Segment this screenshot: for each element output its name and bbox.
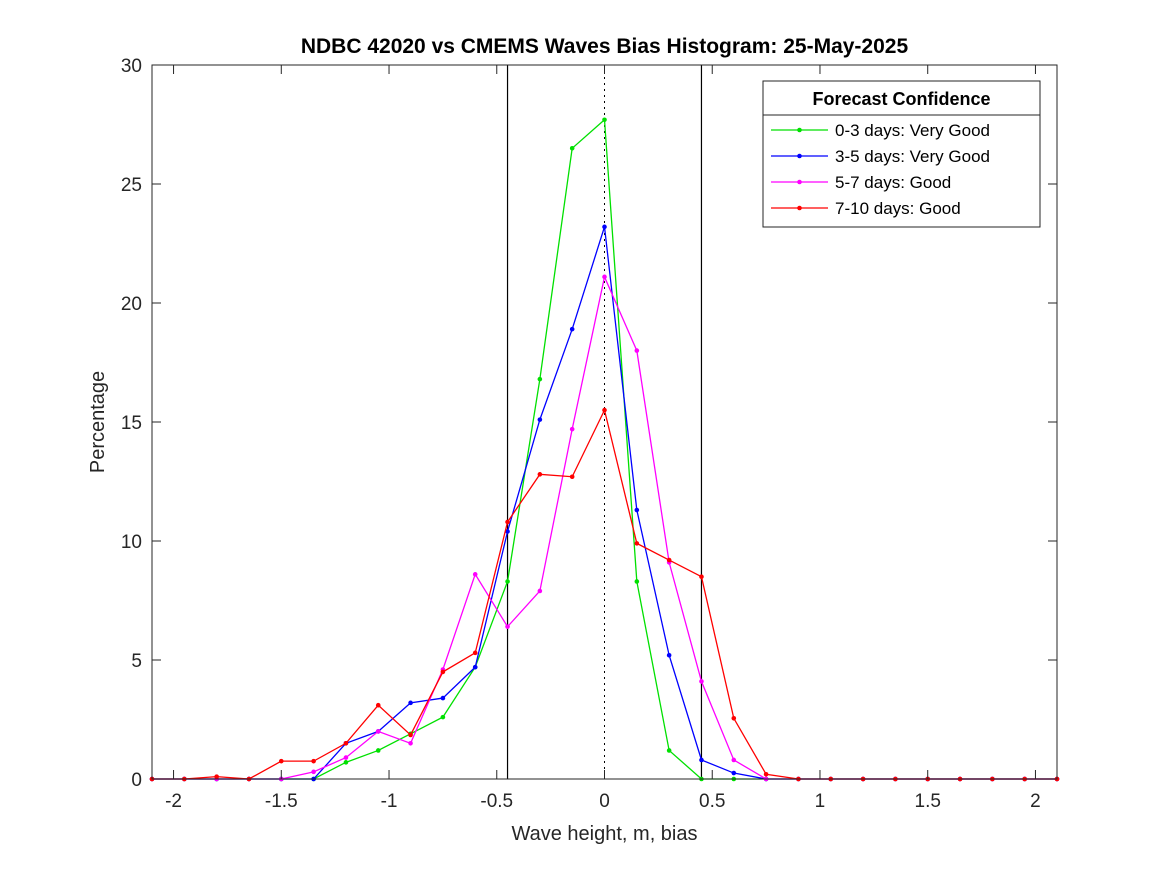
y-axis-label: Percentage: [87, 371, 109, 473]
series-point: [602, 224, 607, 230]
axis-ticks: [152, 64, 1057, 780]
series-point: [569, 474, 575, 480]
series-point: [537, 417, 543, 422]
series-point: [569, 326, 575, 332]
series-point: [278, 758, 284, 764]
series-point: [666, 748, 672, 753]
y-tick-label: 20: [121, 294, 142, 315]
series-point: [763, 771, 769, 777]
series-point: [505, 624, 510, 629]
y-tick-label: 15: [121, 413, 142, 434]
x-tick-label: 2: [1030, 791, 1041, 812]
series-point: [343, 760, 349, 765]
legend-box: [762, 80, 1041, 228]
chart-title: NDBC 42020 vs CMEMS Waves Bias Histogram…: [301, 35, 909, 58]
legend-entry: 5-7 days: Good: [771, 173, 951, 192]
x-tick-label: -1.5: [265, 791, 298, 812]
legend-entries: 0-3 days: Very Good 3-5 days: Very Good 5-…: [771, 121, 990, 218]
legend-swatch-marker: [797, 179, 802, 185]
legend-entry: 7-10 days: Good: [771, 199, 961, 218]
y-tick-label: 0: [131, 770, 142, 791]
legend-entry: 0-3 days: Very Good: [771, 121, 990, 140]
x-axis-label: Wave height, m, bias: [511, 823, 697, 845]
series-point: [602, 407, 607, 413]
series-point: [375, 748, 381, 753]
y-tick-label: 5: [131, 651, 142, 672]
series-point: [505, 519, 510, 525]
series-point: [408, 732, 413, 738]
y-tick-label: 30: [121, 56, 142, 77]
series-point: [375, 702, 381, 708]
legend-entry: 3-5 days: Very Good: [771, 147, 990, 166]
legend-title: Forecast Confidence: [812, 89, 990, 109]
legend: Forecast Confidence 0-3 days: Very Good 3…: [762, 80, 1041, 228]
series-point: [537, 588, 543, 594]
series-point: [731, 716, 737, 721]
x-tick-label: 0: [599, 791, 610, 812]
legend-label: 0-3 days: Very Good: [835, 121, 990, 140]
series-point: [602, 117, 607, 123]
legend-label: 3-5 days: Very Good: [835, 147, 990, 166]
series-point: [440, 669, 446, 675]
legend-swatch-marker: [797, 205, 802, 211]
series-point: [343, 741, 349, 746]
series-point: [408, 741, 413, 746]
series-point: [699, 574, 704, 579]
series-point: [537, 472, 543, 477]
series-point: [472, 664, 478, 670]
x-tick-label: -0.5: [480, 791, 513, 812]
x-tick-label: -2: [165, 791, 182, 812]
series-point: [666, 652, 672, 658]
x-tick-label: -1: [381, 791, 398, 812]
series-point: [569, 426, 575, 432]
series-point: [311, 769, 316, 775]
series-point: [634, 507, 640, 513]
series-point: [343, 755, 349, 760]
series-point: [634, 579, 640, 584]
series-point: [569, 146, 575, 151]
series-point: [666, 557, 672, 563]
series-point: [634, 348, 640, 353]
series-point: [440, 695, 446, 701]
legend-label: 7-10 days: Good: [835, 199, 961, 218]
y-tick-label: 25: [121, 175, 142, 196]
series-point: [634, 541, 640, 546]
series-point: [731, 770, 737, 776]
series-point: [699, 679, 704, 684]
series-point: [375, 729, 381, 734]
series-point: [505, 579, 510, 584]
series-point: [537, 376, 543, 382]
series-point: [731, 757, 737, 763]
series-point: [699, 757, 704, 763]
x-tick-label: 0.5: [699, 791, 725, 812]
series-point: [408, 700, 413, 706]
series-point: [440, 714, 446, 720]
x-tick-label: 1: [815, 791, 826, 812]
x-tick-label: 1.5: [915, 791, 941, 812]
series-point: [472, 572, 478, 577]
series-point: [472, 650, 478, 656]
y-tick-label: 10: [121, 532, 142, 553]
reference-lines: [506, 65, 703, 779]
legend-swatch-marker: [797, 127, 802, 133]
series-point: [214, 774, 219, 779]
legend-swatch-marker: [797, 153, 802, 159]
series-point: [311, 758, 316, 764]
legend-label: 5-7 days: Good: [835, 173, 951, 192]
series-point: [602, 274, 607, 280]
series-point: [505, 529, 510, 534]
